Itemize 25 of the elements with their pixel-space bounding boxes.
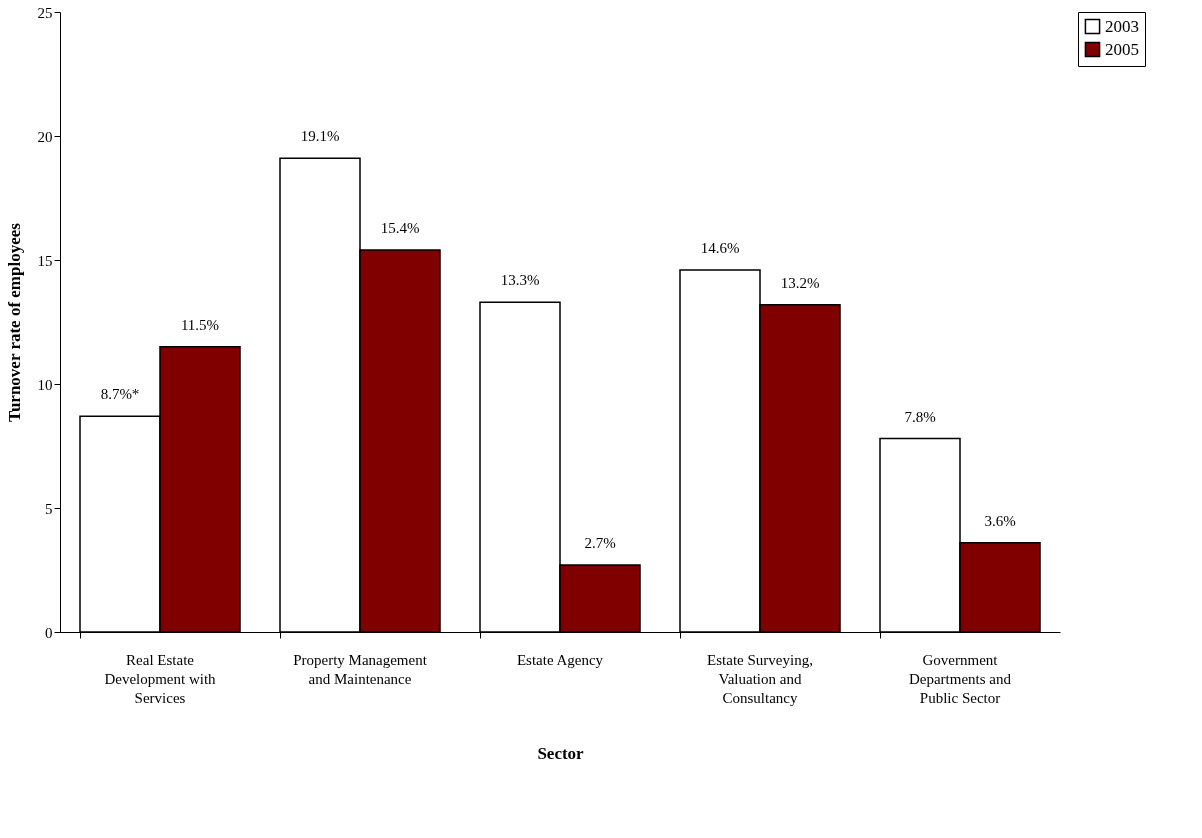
- x-axis-title: Sector: [537, 743, 585, 763]
- legend-label: 2005: [1105, 39, 1139, 59]
- data-label: 13.3%: [500, 272, 540, 289]
- data-label: 19.1%: [300, 128, 340, 145]
- x-tick-label: Real Estate Development with Services: [104, 651, 217, 706]
- y-tick-label: 20: [37, 128, 53, 145]
- y-tick-label: 5: [45, 500, 53, 517]
- y-tick-label: 0: [45, 624, 53, 641]
- y-tick-label: 15: [37, 252, 53, 269]
- x-tick-label: Estate Surveying, Valuation and Consultancy: [707, 651, 813, 706]
- data-label: 13.2%: [780, 274, 820, 291]
- legend-label: 2003: [1105, 16, 1139, 36]
- x-tick-label: Estate Agency: [516, 651, 604, 668]
- y-tick-label: 25: [37, 4, 53, 21]
- data-label: 7.8%: [904, 408, 936, 425]
- data-label: 15.4%: [380, 220, 420, 237]
- data-label: 8.7%*: [100, 386, 140, 403]
- x-tick-label: Government Departments and Public Sector: [908, 651, 1012, 706]
- y-tick-label: 10: [37, 376, 53, 393]
- y-axis-title: Turnover rate of employees: [4, 222, 24, 422]
- data-label: 2.7%: [584, 535, 616, 552]
- x-tick-label: Property Management and Maintenance: [293, 651, 428, 687]
- data-label: 14.6%: [700, 239, 740, 256]
- data-label: 3.6%: [984, 512, 1016, 529]
- data-label: 11.5%: [180, 316, 220, 333]
